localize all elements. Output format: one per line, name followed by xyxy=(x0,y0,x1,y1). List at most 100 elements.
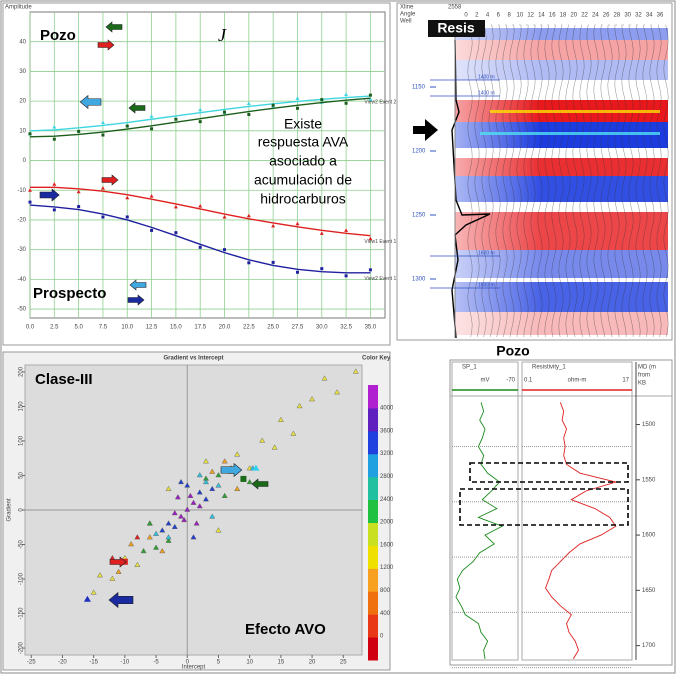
point-marker xyxy=(295,106,299,110)
point-marker xyxy=(295,270,299,274)
zone-box xyxy=(469,462,629,483)
scatter-point xyxy=(209,468,216,474)
y-tick-label: -50 xyxy=(19,540,25,549)
colorbar-band xyxy=(368,614,378,638)
angle-tick-label: 0 xyxy=(464,13,468,19)
angle-tick-label: 2 xyxy=(475,13,479,19)
annotation: acumulación de xyxy=(254,172,352,188)
series-label: View2 Event 2 xyxy=(364,99,396,105)
cyan-horizon xyxy=(480,132,660,135)
log-curve xyxy=(545,402,618,660)
scatter-point xyxy=(181,516,188,523)
colorbar-band xyxy=(368,637,378,661)
wiggle-trace xyxy=(593,24,599,338)
colorbar-tick: 3200 xyxy=(380,451,394,457)
colorbar-title: Color Key xyxy=(362,356,391,362)
x-tick-label: -20 xyxy=(58,660,67,666)
point-marker xyxy=(198,107,203,112)
depth-label: from xyxy=(638,373,650,379)
point-marker xyxy=(125,215,129,219)
annotation: Prospecto xyxy=(33,285,106,302)
marker-label: 1400 m xyxy=(478,90,495,96)
point-marker xyxy=(344,274,348,278)
point-marker xyxy=(223,110,227,114)
track xyxy=(521,361,633,661)
log-curve xyxy=(455,402,504,659)
scatter-point xyxy=(196,489,203,495)
colorbar-band xyxy=(368,407,378,432)
y-tick-label: -10 xyxy=(17,188,26,194)
time-tick-label: 1300 xyxy=(412,277,426,283)
scatter-point xyxy=(234,451,241,457)
scatter-point xyxy=(165,534,172,540)
scatter-point xyxy=(153,544,160,550)
x-tick-label: 10.0 xyxy=(121,325,133,331)
scatter-point xyxy=(334,389,340,395)
annotation: asociado a xyxy=(269,153,337,169)
point-marker xyxy=(295,96,300,100)
well-logs: MD (m from KB 1500 1550 1600 1650 1700 SP_1 mV -70… xyxy=(450,361,672,669)
scatter-point xyxy=(215,472,222,478)
x-tick-label: 30.0 xyxy=(316,325,328,331)
point-marker xyxy=(28,188,32,192)
scatter-point xyxy=(184,506,191,512)
scatter-point xyxy=(165,520,172,526)
annotation: J xyxy=(218,25,227,45)
point-marker xyxy=(320,267,324,271)
point-marker xyxy=(271,103,275,107)
point-marker xyxy=(344,228,349,232)
angle-tick-label: 32 xyxy=(635,13,642,19)
zone-box xyxy=(459,488,629,526)
wiggle-trace xyxy=(565,24,571,338)
colorbar-band xyxy=(368,430,378,455)
colorbar-band xyxy=(368,476,378,501)
scatter-point xyxy=(296,403,303,409)
point-marker xyxy=(100,186,105,190)
scatter-point xyxy=(153,530,160,536)
log-name: Resistivity_1 xyxy=(532,365,566,371)
y-tick-label: -40 xyxy=(17,277,26,283)
scatter-point xyxy=(140,548,147,554)
angle-tick-label: 26 xyxy=(603,13,610,19)
y-tick-label: -20 xyxy=(17,218,26,224)
scatter-point xyxy=(90,589,97,595)
angle-tick-label: 10 xyxy=(517,13,524,19)
point-marker xyxy=(174,117,178,121)
series-line xyxy=(30,186,371,237)
scatter-point xyxy=(290,430,297,436)
point-marker xyxy=(271,260,275,264)
wiggle-trace xyxy=(656,24,662,338)
scatter-point xyxy=(234,485,241,491)
colorbar-tick: 400 xyxy=(380,611,391,617)
series-line xyxy=(29,204,371,274)
scatter-chart: Gradient vs Intercept Intercept Gradient -2… xyxy=(7,356,394,671)
log-max: 17 xyxy=(622,378,629,384)
wiggle-trace xyxy=(649,24,655,338)
angle-tick-label: 22 xyxy=(581,13,588,19)
x-tick-label: 20.0 xyxy=(219,325,231,331)
header-label: Xline xyxy=(400,5,414,11)
colorbar-tick: 1600 xyxy=(380,542,394,548)
depth-tick-label: 1700 xyxy=(642,643,656,649)
scatter-point xyxy=(190,534,197,540)
scatter-point xyxy=(221,458,228,464)
chart-title: Gradient vs Intercept xyxy=(163,356,223,362)
colorbar-tick: 3600 xyxy=(380,428,394,434)
track xyxy=(451,361,519,661)
y-tick-label: 200 xyxy=(19,366,25,377)
y-tick-label: 20 xyxy=(19,99,26,105)
black-arrow xyxy=(413,119,438,141)
angle-tick-label: 36 xyxy=(657,13,664,19)
point-marker xyxy=(222,215,227,219)
scatter-point xyxy=(146,520,153,526)
x-axis-label: Intercept xyxy=(182,665,206,671)
colorbar-tick: 800 xyxy=(380,588,391,594)
annotation: Existe xyxy=(284,116,322,132)
scatter-point xyxy=(271,444,278,450)
wiggle-trace xyxy=(551,24,557,338)
wiggle-trace xyxy=(530,24,536,338)
arrow xyxy=(109,556,127,568)
header-label: Angle xyxy=(400,12,416,18)
time-tick-label: 1200 xyxy=(412,149,426,155)
